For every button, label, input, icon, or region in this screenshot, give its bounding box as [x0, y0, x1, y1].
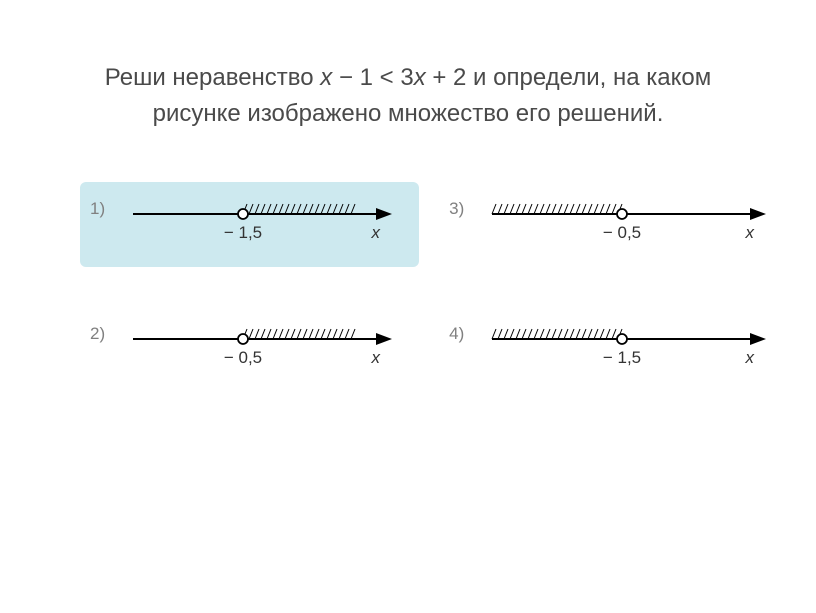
title-part1: Реши неравенство [105, 64, 321, 91]
option-number: 3) [449, 192, 464, 217]
svg-text:x: x [745, 348, 755, 367]
option-number: 1) [90, 192, 105, 217]
svg-text:x: x [371, 223, 381, 242]
options-grid: 1)− 1,5x3)− 0,5x2)− 0,5x4)− 1,5x [80, 182, 736, 392]
title-expr: x [320, 64, 332, 91]
svg-text:− 1,5: − 1,5 [224, 223, 262, 242]
question-text: Реши неравенство x − 1 < 3x + 2 и опреде… [80, 60, 736, 132]
option-1[interactable]: 1) − 1,5 x [80, 182, 419, 267]
svg-text:x: x [371, 348, 381, 367]
option-number: 2) [90, 317, 105, 342]
option-4[interactable]: 4) − 1,5 x [439, 307, 778, 392]
number-line-diagram: − 1,5 x [472, 317, 772, 382]
option-number: 4) [449, 317, 464, 342]
svg-text:− 0,5: − 0,5 [224, 348, 262, 367]
number-line-diagram: − 1,5 x [113, 192, 413, 257]
svg-text:− 1,5: − 1,5 [603, 348, 641, 367]
option-3[interactable]: 2) − 0,5 x [80, 307, 419, 392]
number-line-diagram: − 0,5 x [472, 192, 772, 257]
svg-text:− 0,5: − 0,5 [603, 223, 641, 242]
svg-text:x: x [745, 223, 755, 242]
number-line-diagram: − 0,5 x [113, 317, 413, 382]
option-2[interactable]: 3) − 0,5 x [439, 182, 778, 267]
